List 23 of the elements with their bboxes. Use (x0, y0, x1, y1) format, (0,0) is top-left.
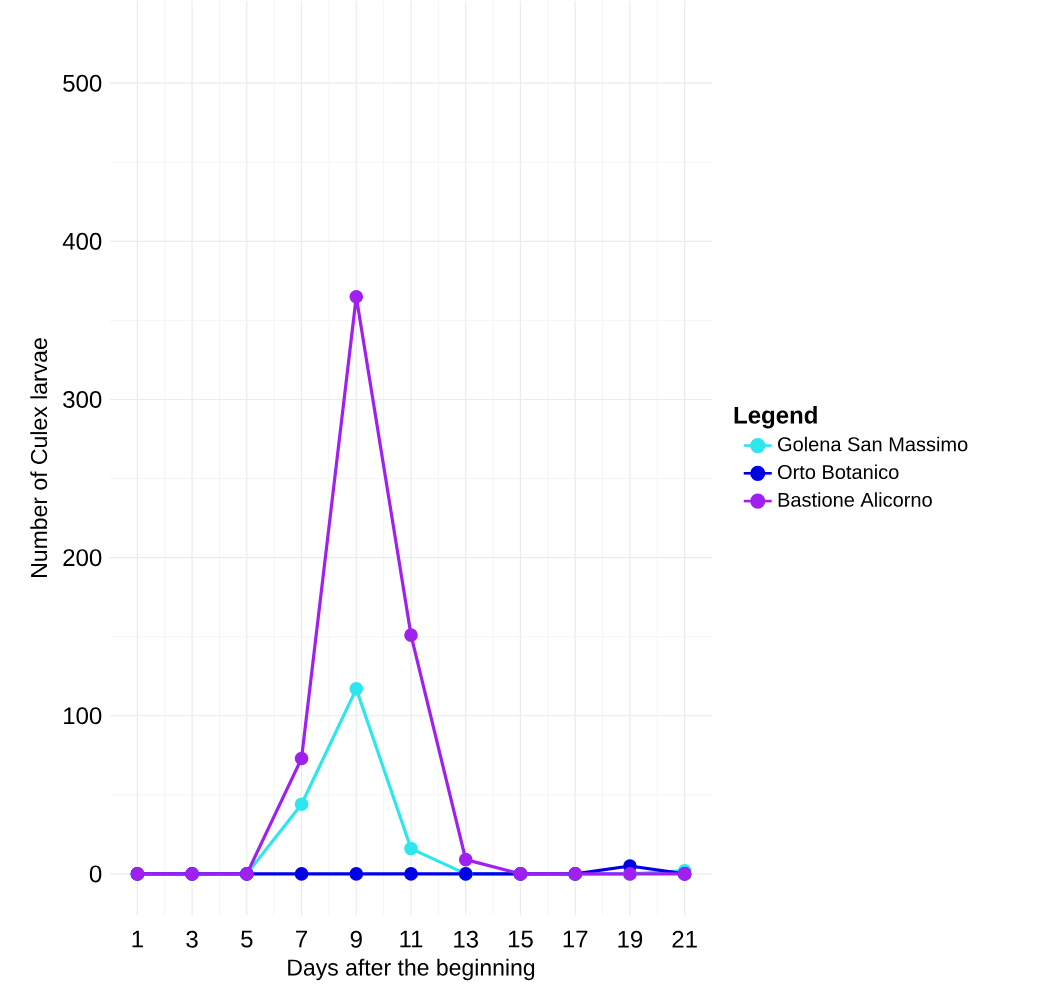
x-tick-label: 1 (132, 930, 143, 948)
x-tick-label: 13 (454, 930, 479, 948)
y-tick-label: 500 (63, 74, 102, 92)
x-tick-label: 7 (296, 930, 308, 948)
legend-label: Orto Botanico (777, 464, 899, 480)
x-tick-label: 15 (508, 930, 533, 948)
x-tick-label: 3 (186, 930, 198, 948)
x-axis-title: Days after the beginning (288, 958, 535, 981)
legend-title: Legend (734, 405, 817, 429)
x-tick-label: 11 (400, 930, 423, 948)
x-tick-label: 9 (350, 930, 362, 948)
x-tick-label: 21 (672, 930, 697, 948)
x-tick-label: 5 (241, 930, 253, 948)
y-tick-label: 300 (63, 390, 102, 408)
y-tick-label: 200 (63, 549, 102, 567)
y-tick-label: 100 (64, 707, 102, 725)
x-tick-label: 17 (563, 930, 588, 948)
legend-label: Bastione Alicorno (778, 492, 932, 507)
legend-label: Golena San Massimo (778, 436, 968, 452)
y-tick-label: 0 (89, 865, 102, 883)
x-tick-label: 19 (618, 930, 643, 948)
y-tick-label: 400 (62, 232, 102, 250)
y-axis-title: Number of Culex larvae (30, 338, 48, 577)
